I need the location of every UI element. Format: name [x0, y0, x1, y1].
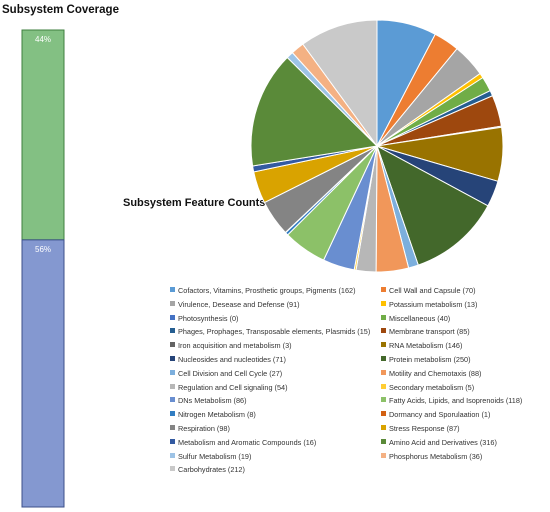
- legend-label: Miscellaneous (40): [389, 313, 451, 323]
- legend-label: Cell Division and Cell Cycle (27): [178, 368, 283, 378]
- legend-label: Stress Response (87): [389, 424, 460, 433]
- legend-item: Phosphorus Metabolism (36): [381, 450, 482, 463]
- legend-label: Phosphorus Metabolism (36): [389, 451, 483, 461]
- pie-slice-26: [302, 19, 378, 148]
- legend-item: Nucleosides and nucleotides (71): [170, 353, 286, 366]
- legend-label: Amino Acid and Derivatives (316): [389, 437, 497, 447]
- legend-item: Cofactors, Vitamins, Prosthetic groups, …: [170, 284, 356, 297]
- legend-item: Secondary metabolism (5): [381, 381, 474, 394]
- legend-item: Potassium metabolism (13): [381, 298, 477, 311]
- legend-swatch: [381, 425, 386, 430]
- legend-label: Phages, Prophages, Transposable elements…: [178, 327, 371, 337]
- legend-swatch: [170, 425, 175, 430]
- legend-label: DNs Metabolism (86): [178, 396, 247, 406]
- legend-item: Photosynthesis (0): [170, 312, 238, 325]
- legend-swatch: [170, 300, 175, 306]
- legend-swatch: [170, 328, 175, 334]
- legend-swatch: [381, 356, 386, 361]
- legend-label: Protein metabolism (250): [389, 355, 471, 364]
- legend-item: Cell Division and Cell Cycle (27): [170, 367, 282, 380]
- coverage-stacked-bar: 44% 56%: [21, 29, 65, 508]
- legend-item: Dormancy and Sporulaation (1): [381, 408, 490, 421]
- legend-item: RNA Metabolism (146): [381, 339, 462, 352]
- legend-label: Secondary metabolism (5): [389, 382, 475, 392]
- legend-swatch: [381, 328, 386, 334]
- legend-label: Carbohydrates (212): [178, 465, 245, 475]
- legend-item: Phages, Prophages, Transposable elements…: [170, 325, 370, 338]
- legend-item: Regulation and Cell signaling (54): [170, 381, 288, 394]
- legend-swatch: [170, 466, 175, 472]
- legend-swatch: [170, 411, 175, 417]
- legend-label: Fatty Acids, Lipids, and Isoprenoids (11…: [389, 396, 523, 406]
- legend-swatch: [170, 369, 175, 375]
- legend-swatch: [381, 369, 386, 375]
- legend-swatch: [170, 383, 175, 389]
- legend-label: Virulence, Desease and Defense (91): [178, 299, 300, 309]
- legend-swatch: [170, 342, 175, 348]
- legend-swatch: [170, 287, 175, 292]
- legend-label: Motility and Chemotaxis (88): [389, 368, 482, 378]
- coverage-segment-0: [21, 29, 65, 241]
- legend-item: Nitrogen Metabolism (8): [170, 408, 256, 421]
- coverage-segment-label-1: 56%: [35, 245, 51, 254]
- legend-label: Potassium metabolism (13): [389, 299, 478, 309]
- coverage-segment-label-0: 44%: [35, 35, 51, 44]
- legend-label: Nitrogen Metabolism (8): [178, 410, 256, 420]
- legend-swatch: [381, 411, 386, 417]
- legend-label: Dormancy and Sporulaation (1): [389, 410, 491, 420]
- legend-label: Nucleosides and nucleotides (71): [178, 355, 286, 364]
- legend-item: Respiration (98): [170, 422, 230, 435]
- legend-item: Protein metabolism (250): [381, 353, 471, 366]
- legend-item: Metabolism and Aromatic Compounds (16): [170, 436, 316, 449]
- legend-item: Sulfur Metabolism (19): [170, 450, 251, 463]
- legend-label: Photosynthesis (0): [178, 313, 239, 323]
- legend-label: Membrane transport (85): [389, 327, 470, 337]
- coverage-segment-1: [21, 239, 65, 508]
- pie-chart: [250, 19, 504, 273]
- legend-item: Stress Response (87): [381, 422, 460, 435]
- legend-swatch: [170, 356, 175, 361]
- legend-swatch: [381, 383, 386, 389]
- legend-label: Metabolism and Aromatic Compounds (16): [178, 437, 317, 447]
- legend-item: DNs Metabolism (86): [170, 394, 247, 407]
- pie-chart-title: Subsystem Feature Counts: [123, 197, 266, 209]
- legend-swatch: [170, 314, 175, 320]
- legend-swatch: [381, 452, 386, 458]
- legend-label: RNA Metabolism (146): [389, 341, 463, 351]
- legend-swatch: [381, 300, 386, 306]
- legend-swatch: [381, 397, 386, 403]
- legend-swatch: [170, 397, 175, 403]
- legend-swatch: [381, 287, 386, 292]
- legend-item: Membrane transport (85): [381, 325, 470, 338]
- pie-slice-11: [376, 144, 489, 266]
- legend-swatch: [381, 314, 386, 320]
- legend-item: Virulence, Desease and Defense (91): [170, 298, 300, 311]
- legend-swatch: [170, 438, 175, 444]
- pie-slice-23: [250, 56, 379, 167]
- legend-label: Sulfur Metabolism (19): [178, 451, 252, 461]
- coverage-chart-title: Subsystem Coverage: [2, 4, 119, 16]
- legend-label: Iron acquisition and metabolism (3): [178, 341, 292, 351]
- legend-label: Regulation and Cell signaling (54): [178, 382, 288, 392]
- legend-item: Iron acquisition and metabolism (3): [170, 339, 292, 352]
- legend-item: Cell Wall and Capsule (70): [381, 284, 476, 297]
- legend-item: Amino Acid and Derivatives (316): [381, 436, 497, 449]
- legend-item: Motility and Chemotaxis (88): [381, 367, 481, 380]
- legend-swatch: [170, 452, 175, 458]
- legend-item: Fatty Acids, Lipids, and Isoprenoids (11…: [381, 394, 522, 407]
- legend-label: Cofactors, Vitamins, Prosthetic groups, …: [178, 286, 356, 295]
- legend-label: Cell Wall and Capsule (70): [389, 286, 476, 295]
- legend-item: Miscellaneous (40): [381, 312, 450, 325]
- legend-item: Carbohydrates (212): [170, 463, 245, 476]
- pie-legend: Cofactors, Vitamins, Prosthetic groups, …: [170, 284, 550, 510]
- legend-swatch: [381, 438, 386, 444]
- legend-label: Respiration (98): [178, 424, 230, 433]
- legend-swatch: [381, 342, 386, 348]
